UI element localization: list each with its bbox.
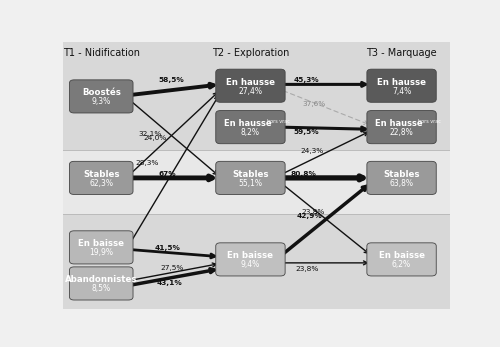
- Text: 7,4%: 7,4%: [392, 86, 411, 95]
- Text: 59,5%: 59,5%: [294, 129, 320, 135]
- FancyBboxPatch shape: [70, 267, 133, 300]
- FancyBboxPatch shape: [367, 111, 436, 144]
- FancyBboxPatch shape: [367, 161, 436, 194]
- FancyBboxPatch shape: [216, 69, 285, 102]
- Text: 24,0%: 24,0%: [144, 135, 167, 141]
- Text: En hausse: En hausse: [224, 119, 271, 128]
- Text: hors vrac: hors vrac: [418, 119, 440, 124]
- Text: 23,8%: 23,8%: [295, 266, 318, 272]
- Text: 19,9%: 19,9%: [89, 248, 113, 257]
- Text: 32,1%: 32,1%: [138, 131, 162, 137]
- FancyBboxPatch shape: [70, 231, 133, 264]
- Bar: [62, 150, 450, 214]
- Text: 22,8%: 22,8%: [390, 128, 413, 137]
- Text: 9,3%: 9,3%: [92, 97, 111, 106]
- Text: Stables: Stables: [384, 170, 420, 179]
- Text: En hausse: En hausse: [377, 78, 426, 87]
- Text: En hausse: En hausse: [226, 78, 275, 87]
- Text: En baisse: En baisse: [228, 252, 274, 261]
- Text: 42,9%: 42,9%: [297, 213, 322, 219]
- Text: 37,6%: 37,6%: [302, 101, 325, 107]
- Text: 9,4%: 9,4%: [241, 260, 260, 269]
- Bar: [62, 42, 450, 150]
- FancyBboxPatch shape: [70, 161, 133, 194]
- Text: hors vrac: hors vrac: [266, 119, 289, 124]
- Text: 27,4%: 27,4%: [238, 86, 262, 95]
- Text: T2 - Exploration: T2 - Exploration: [212, 48, 289, 58]
- Text: Boostés: Boostés: [82, 88, 120, 98]
- Text: T3 - Marquage: T3 - Marquage: [366, 48, 437, 58]
- Text: Stables: Stables: [232, 170, 268, 179]
- FancyBboxPatch shape: [216, 243, 285, 276]
- Text: 8,2%: 8,2%: [241, 128, 260, 137]
- Text: En baisse: En baisse: [378, 252, 424, 261]
- Text: 28,3%: 28,3%: [136, 160, 158, 166]
- Text: En baisse: En baisse: [78, 239, 124, 248]
- Text: 63,8%: 63,8%: [390, 179, 413, 188]
- FancyBboxPatch shape: [70, 80, 133, 113]
- FancyBboxPatch shape: [367, 69, 436, 102]
- Bar: [62, 214, 450, 309]
- Text: 24,3%: 24,3%: [301, 148, 324, 154]
- Text: 43,1%: 43,1%: [156, 280, 182, 286]
- Text: 6,2%: 6,2%: [392, 260, 411, 269]
- FancyBboxPatch shape: [216, 111, 285, 144]
- Text: 55,1%: 55,1%: [238, 179, 262, 188]
- Text: 23,8%: 23,8%: [301, 209, 324, 215]
- Text: 45,3%: 45,3%: [294, 77, 320, 83]
- Text: 27,5%: 27,5%: [160, 265, 184, 271]
- FancyBboxPatch shape: [367, 243, 436, 276]
- Text: 80,8%: 80,8%: [290, 171, 316, 177]
- Text: En hausse: En hausse: [374, 119, 422, 128]
- Text: 67%: 67%: [158, 171, 176, 177]
- Text: 8,5%: 8,5%: [92, 284, 111, 293]
- Text: 58,5%: 58,5%: [159, 77, 184, 83]
- Text: Abandonnistes: Abandonnistes: [65, 276, 138, 285]
- Text: T1 - Nidification: T1 - Nidification: [63, 48, 140, 58]
- FancyBboxPatch shape: [216, 161, 285, 194]
- Text: 41,5%: 41,5%: [154, 245, 180, 251]
- Text: Stables: Stables: [83, 170, 120, 179]
- Text: 62,3%: 62,3%: [89, 179, 113, 188]
